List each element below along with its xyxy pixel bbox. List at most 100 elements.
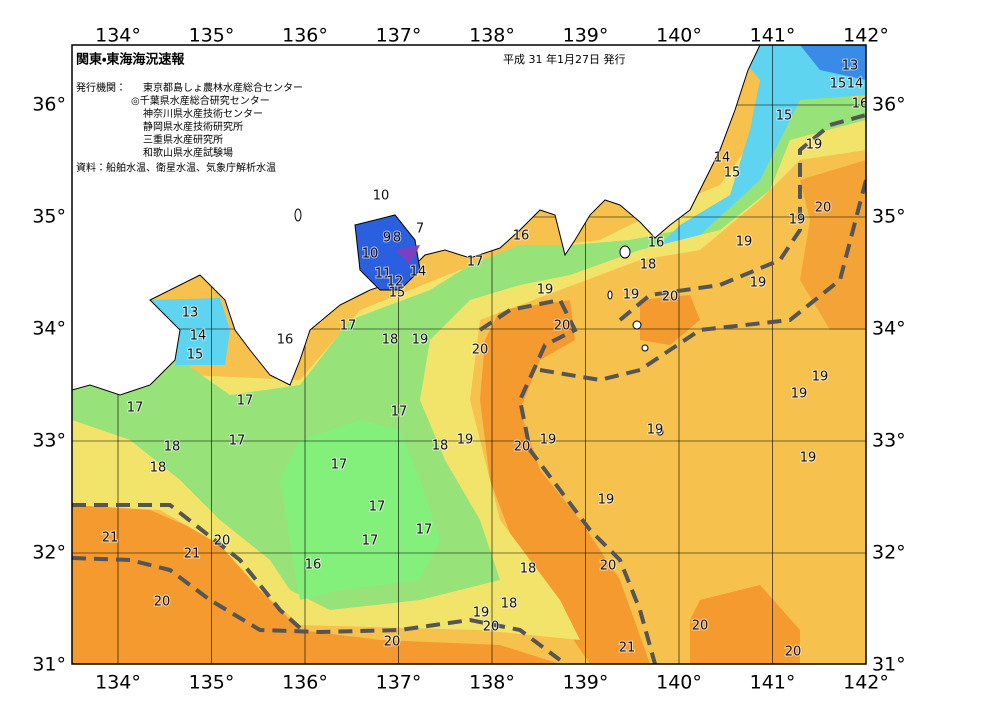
island: [607, 290, 613, 300]
contour-label: 16: [513, 229, 530, 244]
contour-label: 17: [416, 523, 433, 538]
source: 資料：船舶水温、衛星水温、気象庁解析水温: [76, 161, 276, 174]
contour-label: 19: [789, 213, 806, 228]
cold-area: [660, 45, 866, 245]
contour-label: 15: [187, 348, 204, 363]
lon-label-bottom: 140°: [656, 672, 702, 694]
contour-label: 15: [389, 286, 406, 301]
lon-label-bottom: 141°: [750, 672, 796, 694]
island: [632, 320, 642, 330]
contour-label: 13: [842, 59, 859, 74]
contour-label: 16: [277, 333, 294, 348]
contour-label: 11: [375, 267, 392, 282]
contour-label: 19: [800, 451, 817, 466]
contour-label: 20: [514, 440, 531, 455]
current-axis: [618, 113, 866, 322]
lon-label-top: 140°: [656, 25, 702, 47]
contour-label: 21: [619, 641, 636, 656]
publisher: 和歌山県水産試験場: [143, 146, 233, 159]
contour-label: 15: [830, 77, 847, 92]
warm-area: [72, 505, 560, 664]
contour-label: 21: [184, 547, 201, 562]
current-axis: [478, 297, 657, 664]
lat-label-right: 34°: [872, 318, 906, 340]
axis-labels: 134° 134° 135° 135° 136° 136° 137° 137° 138° 138°…: [32, 25, 905, 694]
title: 関東・東海海況速報: [76, 52, 185, 68]
contour-label: 20: [692, 619, 709, 634]
contour-label: 10: [362, 247, 379, 262]
contour-label: 17: [229, 434, 246, 449]
contour-label: 20: [384, 635, 401, 650]
contour-label: 8: [393, 231, 401, 246]
publishers: 東京都島しょ農林水産総合センター◎千葉県水産総合研究センター神奈川県水産技術セン…: [131, 81, 303, 159]
lat-label-left: 31°: [32, 654, 66, 676]
contour-label: 10: [373, 189, 390, 204]
contour-label: 21: [102, 531, 119, 546]
warm-area: [800, 160, 866, 330]
lon-label-top: 135°: [189, 25, 235, 47]
contour-label: 19: [623, 288, 640, 303]
lon-label-top: 141°: [750, 25, 796, 47]
contour-label: 19: [412, 333, 429, 348]
ise-bay-cold: [395, 245, 420, 265]
contour-label: 17: [391, 405, 408, 420]
contour-label: 17: [467, 255, 484, 270]
lat-label-left: 36°: [32, 94, 66, 116]
contour-label: 17: [331, 458, 348, 473]
contour-label: 17: [237, 394, 254, 409]
contour-label: 20: [214, 534, 231, 549]
lon-label-bottom: 135°: [189, 672, 235, 694]
contour-label: 18: [432, 439, 449, 454]
contour-label: 14: [847, 77, 864, 92]
contour-label: 20: [600, 559, 617, 574]
contour-label: 19: [457, 433, 474, 448]
contour-label: 15: [724, 166, 741, 181]
lat-label-left: 33°: [32, 430, 66, 452]
contour-label: 13: [182, 306, 199, 321]
publisher: 静岡県水産技術研究所: [143, 120, 243, 133]
lat-label-left: 35°: [32, 206, 66, 228]
publisher: 神奈川県水産技術センター: [143, 107, 263, 120]
ise-bay: [354, 214, 421, 291]
contour-label: 9: [383, 231, 391, 246]
current-axis: [72, 556, 562, 662]
island: [294, 208, 302, 222]
contour-label: 16: [852, 97, 869, 112]
contour-label: 17: [362, 534, 379, 549]
contour-label: 20: [154, 595, 171, 610]
contour-label: 19: [806, 138, 823, 153]
current-axis: [72, 503, 302, 630]
contour-label: 14: [714, 151, 731, 166]
contour-label: 12: [387, 275, 404, 290]
contour-label: 17: [127, 401, 144, 416]
island: [619, 245, 631, 259]
lon-label-top: 137°: [376, 25, 422, 47]
lon-label-top: 136°: [282, 25, 328, 47]
cold-area: [800, 45, 866, 80]
contour-label: 19: [473, 606, 490, 621]
contour-label: 16: [648, 236, 665, 251]
land: [72, 45, 761, 396]
contour-label: 18: [520, 562, 537, 577]
lat-label-left: 34°: [32, 318, 66, 340]
contour-label: 19: [598, 493, 615, 508]
lon-label-bottom: 136°: [282, 672, 328, 694]
cool-area: [72, 80, 866, 610]
contour-label: 19: [540, 433, 557, 448]
contour-label: 14: [190, 329, 207, 344]
island: [641, 344, 649, 352]
warm-area: [640, 295, 700, 345]
contour-label: 19: [791, 387, 808, 402]
lat-label-left: 32°: [32, 542, 66, 564]
contour-label: 7: [416, 222, 424, 237]
lon-label-bottom: 134°: [95, 672, 141, 694]
contour-label: 15: [776, 109, 793, 124]
cold-area: [150, 298, 230, 365]
lat-label-right: 31°: [872, 654, 906, 676]
contour-label: 14: [410, 265, 427, 280]
contour-label: 20: [662, 290, 679, 305]
contour-label: 17: [369, 500, 386, 515]
lon-label-top: 134°: [95, 25, 141, 47]
